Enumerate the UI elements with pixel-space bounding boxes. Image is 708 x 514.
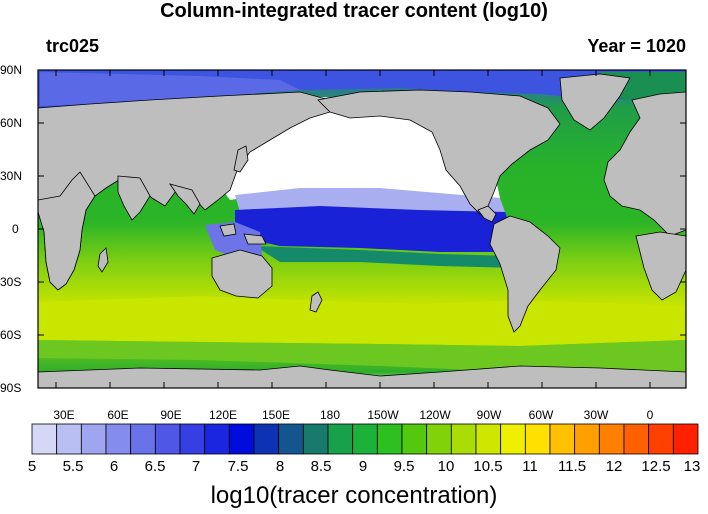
- colorbar-tick-label: 9: [358, 458, 368, 475]
- indonesia-region: [205, 222, 262, 260]
- colorbar-tick-label: 5: [27, 458, 37, 475]
- lat-label: 90N: [0, 63, 23, 77]
- colorbar-box: [105, 423, 132, 455]
- colorbar-box: [278, 423, 304, 455]
- lat-ticks: [38, 69, 686, 389]
- year-label: Year = 1020: [587, 36, 686, 56]
- lon-label: 30W: [583, 408, 609, 422]
- lon-ticks: [55, 70, 651, 388]
- lon-label: 150W: [367, 408, 399, 422]
- lon-label: 60W: [528, 408, 554, 422]
- colorbar-tick-label: 7: [191, 458, 201, 475]
- colorbar-box: [623, 423, 650, 455]
- new-zealand: [309, 291, 323, 313]
- tracer-label: trc025: [46, 36, 100, 56]
- lat-label: 30S: [0, 275, 22, 289]
- lon-label: 0: [646, 408, 654, 422]
- colorbar-box: [302, 423, 329, 455]
- colorbar-box: [376, 423, 403, 455]
- arctic-siberia: [40, 72, 300, 106]
- lat-label: 60N: [0, 116, 23, 130]
- colorbar-box: [648, 423, 674, 455]
- colorbar-tick-label: 12.5: [641, 458, 671, 475]
- colorbar-box: [179, 423, 206, 455]
- colorbar-box: [401, 423, 428, 455]
- colorbar-tick-label: 5.5: [62, 458, 84, 475]
- north-america: [317, 89, 561, 215]
- lat-label: 60S: [0, 328, 22, 342]
- southeast-asia: [169, 183, 201, 215]
- greenland: [559, 73, 631, 131]
- lon-label: 60E: [107, 408, 129, 422]
- lon-label: 120E: [208, 408, 238, 422]
- equatorial-teal-band: [255, 246, 520, 268]
- southern-africa: [635, 231, 686, 301]
- colorbar-box: [500, 423, 526, 455]
- new-guinea: [243, 233, 267, 245]
- central-america: [477, 205, 497, 223]
- lon-label: 150E: [261, 408, 291, 422]
- colorbar-box: [130, 423, 156, 455]
- colorbar-tick-label: 12: [605, 458, 623, 475]
- colorbar-box: [574, 423, 600, 455]
- colorbar-box: [524, 423, 551, 455]
- colorbar-tick-label: 6.5: [144, 458, 166, 475]
- pacific-transition-region: [235, 188, 505, 212]
- land-masses: [38, 73, 686, 388]
- colorbar-box: [253, 423, 280, 455]
- colorbar-title: log10(tracer concentration): [210, 482, 498, 509]
- colorbar-box: [31, 423, 58, 455]
- india: [117, 175, 151, 221]
- colorbar-box: [352, 423, 378, 455]
- colorbar-box: [549, 423, 576, 455]
- colorbar-box: [672, 423, 699, 455]
- colorbar-box: [598, 423, 625, 455]
- colorbar-box: [56, 423, 82, 455]
- colorbar-tick-label: 11.5: [557, 458, 587, 475]
- europe-africa-east: [603, 91, 686, 237]
- lon-label: 90W: [476, 408, 502, 422]
- lon-label: 180: [319, 408, 341, 422]
- colorbar-tick-label: 8.5: [310, 458, 332, 475]
- colorbar-tick-label: 10: [437, 458, 455, 475]
- australia: [211, 249, 273, 299]
- japan: [233, 145, 249, 173]
- colorbar-box: [475, 423, 502, 455]
- map-title: Column-integrated tracer content (log10): [160, 0, 548, 22]
- lat-label: 0: [12, 222, 19, 236]
- colorbar-tick-label: 7.5: [227, 458, 249, 475]
- lon-label: 30E: [53, 408, 75, 422]
- colorbar-tick-label: 13: [683, 458, 701, 475]
- lon-label: 90E: [160, 408, 182, 422]
- lon-label: 120W: [419, 408, 451, 422]
- colorbar-tick-label: 6: [109, 458, 119, 475]
- borneo: [219, 223, 237, 237]
- madagascar: [97, 247, 109, 273]
- lat-label: 90S: [0, 381, 22, 395]
- southern-ocean-band: [38, 296, 686, 346]
- colorbar-box: [450, 423, 477, 455]
- colorbar-box: [327, 423, 354, 455]
- colorbar-box: [154, 423, 181, 455]
- colorbar-tick-label: 9.5: [393, 458, 415, 475]
- colorbar-tick-label: 10.5: [473, 458, 503, 475]
- lat-label: 30N: [0, 169, 23, 183]
- colorbar-box: [80, 423, 107, 455]
- south-america: [489, 215, 561, 333]
- colorbar: [31, 423, 699, 455]
- colorbar-box: [426, 423, 452, 455]
- southern-ocean-green: [38, 340, 686, 372]
- colorbar-box: [228, 423, 255, 455]
- colorbar-tick-label: 11: [522, 458, 538, 475]
- antarctica: [38, 365, 686, 388]
- colorbar-tick-label: 8: [275, 458, 285, 475]
- equatorial-pacific-band: [235, 206, 512, 252]
- colorbar-box: [204, 423, 230, 455]
- africa: [38, 171, 96, 291]
